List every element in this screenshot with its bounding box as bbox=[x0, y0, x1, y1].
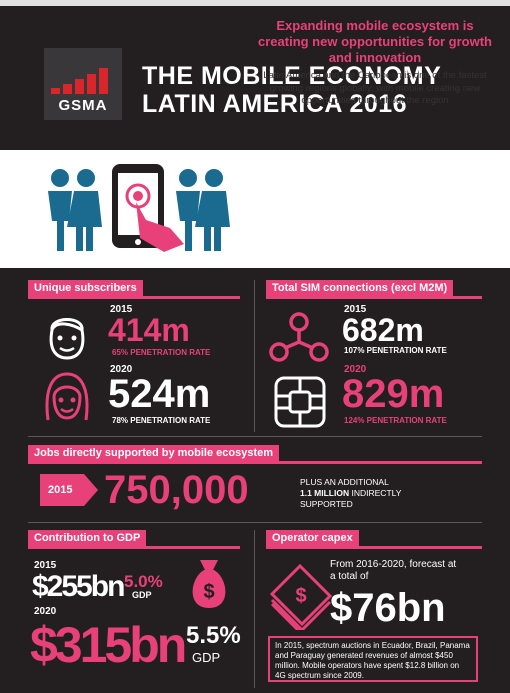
jobs-year-arrow bbox=[40, 474, 98, 506]
sim-2020-year: 2020 bbox=[344, 364, 367, 375]
intro-headline: Expanding mobile ecosystem is creating n… bbox=[258, 18, 492, 65]
money-bag-icon: $ bbox=[192, 560, 226, 608]
jobs-value: 750,000 bbox=[104, 468, 249, 512]
unique-2020-rate: 78% PENETRATION RATE bbox=[112, 416, 211, 425]
sim-2020-value: 829m bbox=[342, 372, 445, 416]
logo-bar bbox=[63, 84, 72, 94]
section-rule bbox=[28, 461, 482, 464]
banknotes-icon: $ bbox=[269, 563, 333, 630]
people-smartphone-illustration bbox=[48, 164, 230, 252]
gdp-2015-value: $255bn bbox=[32, 570, 125, 603]
sim-2015-year: 2015 bbox=[344, 304, 367, 315]
gdp-2020-label: GDP bbox=[192, 650, 221, 665]
hand-icon bbox=[136, 202, 184, 252]
intro-body-text: Latin America and the Caribbean is one o… bbox=[263, 70, 487, 106]
section-label-gdp: Contribution to GDP bbox=[28, 530, 147, 546]
section-label-capex: Operator capex bbox=[266, 530, 359, 546]
gdp-2020-year: 2020 bbox=[34, 606, 57, 617]
section-label-unique-subscribers: Unique subscribers bbox=[28, 280, 143, 296]
column-divider bbox=[254, 280, 255, 432]
section-rule bbox=[266, 546, 482, 549]
section-rule bbox=[28, 546, 240, 549]
page-title-line1: THE MOBILE ECONOMY bbox=[142, 62, 442, 90]
sim-2020-rate: 124% PENETRATION RATE bbox=[344, 416, 447, 425]
money-bag-symbol: $ bbox=[203, 581, 214, 603]
top-strip bbox=[0, 0, 510, 6]
capex-forecast-line2: a total of bbox=[330, 571, 369, 582]
jobs-note-line1: PLUS AN ADDITIONAL bbox=[300, 477, 389, 487]
jobs-indirect-note: PLUS AN ADDITIONAL 1.1 MILLION INDIRECTL… bbox=[300, 477, 401, 510]
logo-text: GSMA bbox=[58, 97, 108, 114]
gdp-2015-percent: 5.0% bbox=[124, 572, 163, 591]
section-label-sim-connections: Total SIM connections (excl M2M) bbox=[266, 280, 454, 296]
capex-forecast-text: From 2016-2020, forecast at a total of bbox=[330, 559, 480, 583]
sim-2015-value: 682m bbox=[342, 312, 424, 348]
capex-value: $76bn bbox=[330, 586, 446, 630]
people-icon bbox=[48, 169, 230, 251]
jobs-note-line3: SUPPORTED bbox=[300, 499, 353, 509]
column-divider bbox=[254, 530, 255, 688]
network-icon bbox=[269, 312, 329, 362]
jobs-note-bold: 1.1 MILLION bbox=[300, 488, 350, 498]
gsma-logo: GSMA bbox=[44, 48, 122, 120]
logo-bar bbox=[99, 68, 108, 94]
logo-bar bbox=[75, 79, 84, 94]
jobs-year: 2015 bbox=[48, 484, 73, 496]
row-divider bbox=[28, 522, 482, 523]
capex-spectrum-note: In 2015, spectrum auctions in Ecuador, B… bbox=[268, 636, 478, 682]
sim-2015-rate: 107% PENETRATION RATE bbox=[344, 346, 447, 355]
banknotes-symbol: $ bbox=[295, 585, 306, 607]
gdp-2015-year: 2015 bbox=[34, 560, 57, 571]
row-divider bbox=[28, 436, 482, 437]
capex-forecast-line1: From 2016-2020, forecast at bbox=[330, 559, 457, 570]
unique-2015-value: 414m bbox=[108, 312, 190, 348]
unique-2020-value: 524m bbox=[108, 372, 211, 416]
woman-face-icon bbox=[45, 372, 89, 421]
jobs-note-suffix: INDIRECTLY bbox=[351, 488, 402, 498]
jobs-note-line2: 1.1 MILLION INDIRECTLY bbox=[300, 488, 401, 499]
gdp-2015-label: GDP bbox=[132, 590, 152, 600]
section-rule bbox=[266, 296, 482, 299]
page-title-line2: LATIN AMERICA 2016 bbox=[142, 90, 408, 118]
sim-chip-icon bbox=[274, 376, 326, 428]
unique-2015-year: 2015 bbox=[110, 304, 133, 315]
unique-2020-year: 2020 bbox=[110, 364, 133, 375]
man-face-icon bbox=[49, 318, 85, 360]
logo-bar bbox=[51, 88, 60, 94]
logo-bar bbox=[87, 74, 96, 94]
gdp-2020-value: $315bn bbox=[30, 617, 187, 673]
section-rule bbox=[28, 296, 240, 299]
section-label-jobs: Jobs directly supported by mobile ecosys… bbox=[28, 445, 280, 461]
gdp-2020-percent: 5.5% bbox=[186, 622, 241, 649]
unique-2015-rate: 65% PENETRATION RATE bbox=[112, 348, 211, 357]
